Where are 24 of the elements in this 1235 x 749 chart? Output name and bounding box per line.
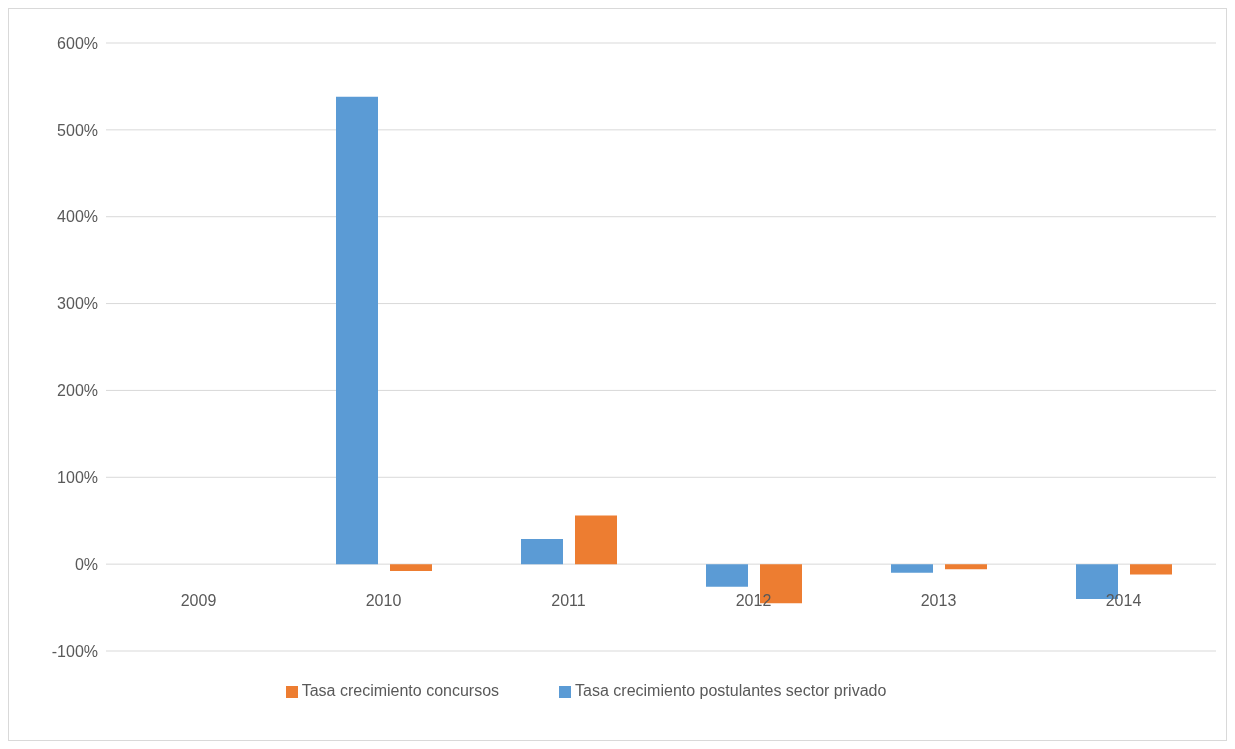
- x-tick-label: 2011: [551, 591, 586, 609]
- bar: [336, 96, 378, 565]
- x-tick-label: 2014: [1105, 591, 1142, 609]
- x-tick-label: 2009: [180, 591, 217, 609]
- y-tick-label: 600%: [57, 34, 98, 52]
- bar: [891, 564, 933, 573]
- bar: [945, 564, 987, 570]
- bar: [706, 564, 748, 587]
- y-tick-label: 400%: [57, 208, 98, 226]
- x-tick-label: 2010: [365, 591, 402, 609]
- x-tick-label: 2012: [735, 591, 772, 609]
- bar: [521, 538, 563, 565]
- bar: [390, 564, 432, 572]
- y-tick-label: 100%: [57, 468, 98, 486]
- bar: [1130, 564, 1172, 575]
- y-tick-label: 300%: [57, 295, 98, 313]
- y-tick-label: -100%: [51, 642, 98, 660]
- y-tick-label: 0%: [74, 555, 98, 573]
- legend-label: Tasa crecimiento concursos: [301, 682, 500, 699]
- y-tick-label: 500%: [57, 121, 98, 139]
- x-tick-label: 2013: [920, 591, 957, 609]
- legend-label: Tasa crecimiento postulantes sector privado: [575, 682, 887, 699]
- y-tick-label: 200%: [57, 382, 98, 400]
- bar: [575, 515, 617, 565]
